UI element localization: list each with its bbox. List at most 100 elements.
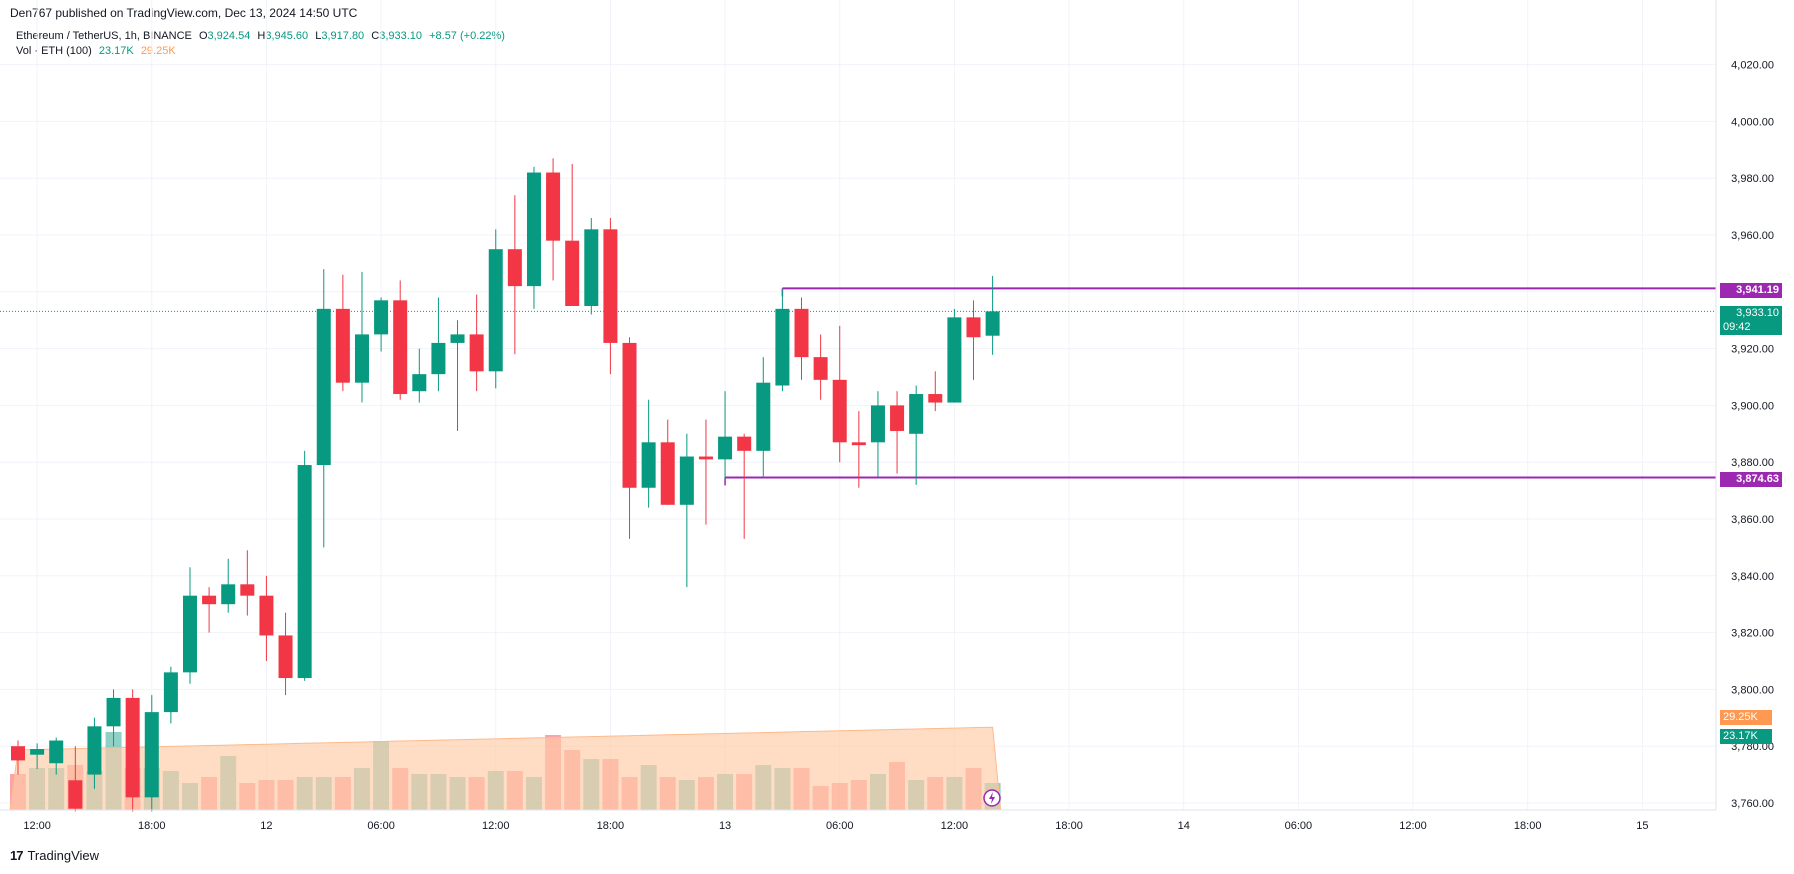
- candle-body: [985, 311, 1000, 336]
- legend-volume-row: Vol · ETH (100) 23.17K 29.25K: [16, 45, 176, 57]
- candle-body: [698, 456, 713, 460]
- x-tick-label: 12:00: [1399, 820, 1427, 832]
- candle-body: [259, 595, 274, 636]
- candle-body: [679, 456, 694, 505]
- x-tick-label: 06:00: [826, 820, 854, 832]
- y-tick-label: 3,840.00: [1731, 571, 1774, 583]
- x-tick-label: 06:00: [367, 820, 395, 832]
- candle-body: [278, 635, 293, 679]
- candles: [11, 158, 1000, 812]
- y-tick-label: 3,980.00: [1731, 173, 1774, 185]
- candle-body: [718, 436, 733, 460]
- x-tick-label: 12:00: [941, 820, 969, 832]
- candle-body: [507, 249, 522, 287]
- change-value: +8.57 (+0.22%): [429, 30, 505, 42]
- candle-body: [144, 712, 159, 798]
- volume-ma-area: [9, 726, 1002, 811]
- candle-body: [240, 584, 255, 596]
- candle-body: [354, 334, 369, 383]
- price-axis: 3,760.00 3,780.00 3,800.00 3,820.00 3,840.00…: [1731, 60, 1774, 810]
- y-tick-label: 4,020.00: [1731, 60, 1774, 72]
- volume-ma-label: 29.25K: [1720, 710, 1772, 725]
- candle-body: [450, 334, 465, 343]
- x-tick-label: 15: [1636, 820, 1648, 832]
- candle-body: [909, 394, 924, 434]
- candle-body: [431, 342, 446, 375]
- candle-body: [641, 442, 656, 488]
- candle-body: [526, 172, 541, 287]
- x-tick-label: 18:00: [597, 820, 625, 832]
- level-high-label: 3,941.19: [1720, 283, 1782, 298]
- candle-body: [870, 405, 885, 443]
- volume-ma-value: 29.25K: [140, 45, 176, 57]
- volume-value: 23.17K: [98, 45, 134, 57]
- open-value: 3,924.54: [207, 30, 251, 42]
- candle-body: [737, 436, 752, 451]
- candle-body: [469, 334, 484, 372]
- candle-body: [813, 357, 828, 380]
- candle-body: [851, 442, 866, 446]
- time-axis: 12:00 18:00 12 06:00 12:00 18:00 13 06:00 12:00 1…: [23, 820, 1648, 832]
- candle-body: [565, 240, 580, 306]
- y-tick-label: 3,800.00: [1731, 684, 1774, 696]
- candle-body: [622, 342, 637, 488]
- x-tick-label: 06:00: [1285, 820, 1313, 832]
- h-label: H: [257, 30, 266, 42]
- candle-body: [202, 595, 217, 605]
- symbol-name[interactable]: Ethereum / TetherUS, 1h, BINANCE: [16, 30, 192, 42]
- legend-symbol-row: Ethereum / TetherUS, 1h, BINANCE O3,924.…: [16, 30, 505, 42]
- candle-body: [488, 249, 503, 372]
- candle-body: [832, 379, 847, 443]
- candle-body: [30, 749, 45, 755]
- x-tick-label: 18:00: [138, 820, 166, 832]
- y-tick-label: 3,820.00: [1731, 628, 1774, 640]
- candle-body: [11, 746, 25, 761]
- candle-body: [68, 780, 83, 809]
- y-tick-label: 4,000.00: [1731, 116, 1774, 128]
- x-tick-label: 12:00: [23, 820, 51, 832]
- candle-body: [794, 308, 809, 358]
- candle-body: [316, 308, 331, 466]
- candle-body: [928, 394, 943, 403]
- last-price-label: 3,933.10: [1720, 306, 1782, 321]
- y-tick-label: 3,860.00: [1731, 514, 1774, 526]
- candle-body: [106, 697, 121, 727]
- y-tick-label: 3,780.00: [1731, 741, 1774, 753]
- y-tick-label: 3,880.00: [1731, 457, 1774, 469]
- candle-body: [163, 672, 178, 713]
- tradingview-logo-icon: 17: [10, 848, 24, 863]
- candle-body: [87, 726, 102, 775]
- candle-body: [546, 172, 561, 241]
- y-tick-label: 3,760.00: [1731, 798, 1774, 810]
- candle-body: [125, 697, 140, 798]
- candle-body: [297, 465, 312, 679]
- x-tick-label: 12: [260, 820, 272, 832]
- candle-body: [412, 374, 427, 392]
- close-value: 3,933.10: [379, 30, 423, 42]
- volume-indicator-label[interactable]: Vol · ETH (100): [16, 45, 92, 57]
- candle-body: [603, 229, 618, 343]
- candle-body: [182, 595, 197, 673]
- l-label: L: [315, 30, 322, 42]
- level-low-label: 3,874.63: [1720, 472, 1782, 487]
- volume-label: 23.17K: [1720, 729, 1772, 744]
- tradingview-brand[interactable]: 17 TradingView: [10, 848, 99, 863]
- candle-body: [393, 300, 408, 395]
- low-value: 3,917.80: [321, 30, 365, 42]
- lightning-icon[interactable]: [983, 789, 1001, 807]
- candle-body: [890, 405, 905, 431]
- high-value: 3,945.60: [265, 30, 309, 42]
- o-label: O: [198, 30, 208, 42]
- chart-grid: [0, 0, 1716, 810]
- candle-body: [756, 382, 771, 451]
- x-tick-label: 12:00: [482, 820, 510, 832]
- candle-body: [947, 317, 962, 403]
- candle-body: [775, 308, 790, 386]
- candle-body: [374, 300, 389, 335]
- candle-body: [584, 229, 599, 306]
- candle-body: [335, 308, 350, 383]
- c-label: C: [371, 30, 380, 42]
- candle-body: [660, 442, 675, 505]
- y-tick-label: 3,960.00: [1731, 230, 1774, 242]
